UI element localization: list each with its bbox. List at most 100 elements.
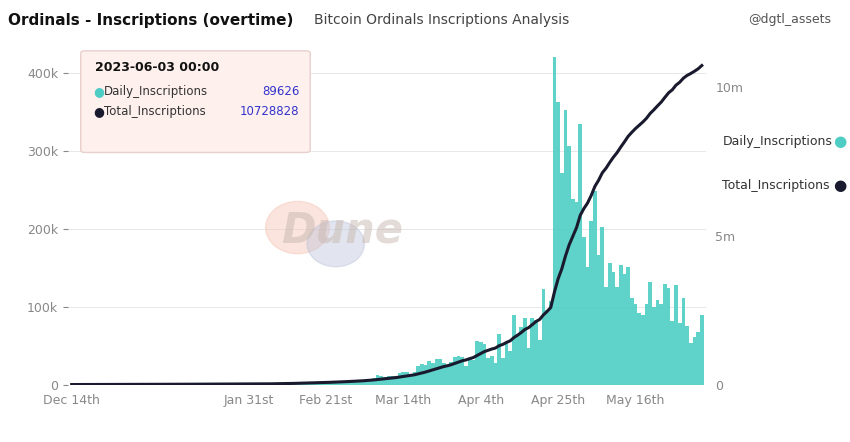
Bar xyxy=(479,342,483,385)
Bar xyxy=(512,315,516,385)
Text: 2023-06-03 00:00: 2023-06-03 00:00 xyxy=(95,61,219,74)
Bar xyxy=(663,284,666,385)
Bar xyxy=(298,383,302,385)
Ellipse shape xyxy=(307,221,365,267)
Bar xyxy=(379,376,383,385)
Bar xyxy=(626,267,630,385)
Bar xyxy=(674,286,677,385)
Bar xyxy=(361,380,365,385)
Bar xyxy=(615,287,619,385)
Bar xyxy=(611,271,615,385)
Bar xyxy=(445,367,450,385)
Bar xyxy=(538,339,541,385)
Text: Total_Inscriptions: Total_Inscriptions xyxy=(722,179,830,192)
Bar xyxy=(428,361,431,385)
Bar xyxy=(549,301,552,385)
Bar xyxy=(608,263,611,385)
Bar xyxy=(280,383,284,385)
Text: ●: ● xyxy=(833,134,847,149)
Bar xyxy=(254,384,258,385)
Bar xyxy=(641,315,644,385)
Bar xyxy=(394,377,398,385)
Bar xyxy=(552,55,556,385)
Bar xyxy=(365,379,368,385)
Bar xyxy=(390,376,394,385)
Bar xyxy=(545,310,549,385)
Bar xyxy=(483,343,486,385)
Bar xyxy=(346,381,350,385)
Bar xyxy=(251,384,254,385)
Bar xyxy=(412,372,416,385)
Text: @dgtl_assets: @dgtl_assets xyxy=(748,13,831,26)
Bar xyxy=(357,380,361,385)
Bar xyxy=(649,282,652,385)
Bar xyxy=(434,359,439,385)
Bar xyxy=(405,372,409,385)
Bar xyxy=(589,221,593,385)
Bar xyxy=(332,381,335,385)
Bar xyxy=(439,358,442,385)
Bar xyxy=(567,146,571,385)
Bar xyxy=(472,360,475,385)
Bar xyxy=(450,362,453,385)
Text: ●: ● xyxy=(94,85,105,98)
Bar xyxy=(420,364,423,385)
Bar xyxy=(530,318,534,385)
Bar xyxy=(442,363,445,385)
Text: Bitcoin Ordinals Inscriptions Analysis: Bitcoin Ordinals Inscriptions Analysis xyxy=(314,13,570,27)
Bar xyxy=(317,382,320,385)
Bar xyxy=(638,313,641,385)
Text: 10728828: 10728828 xyxy=(240,105,299,118)
Bar xyxy=(262,384,265,385)
Text: Ordinals - Inscriptions (overtime): Ordinals - Inscriptions (overtime) xyxy=(8,13,294,28)
Bar xyxy=(593,191,597,385)
Bar xyxy=(401,372,405,385)
Bar xyxy=(376,375,379,385)
Bar xyxy=(619,265,622,385)
Bar xyxy=(505,342,508,385)
Bar xyxy=(335,381,339,385)
Bar xyxy=(258,384,262,385)
Bar xyxy=(527,347,530,385)
Bar xyxy=(354,381,357,385)
Bar xyxy=(269,384,273,385)
Bar xyxy=(490,356,494,385)
Bar xyxy=(320,382,324,385)
Bar xyxy=(519,327,523,385)
Bar xyxy=(534,320,538,385)
Bar xyxy=(368,379,372,385)
Bar xyxy=(600,227,604,385)
Text: Daily_Inscriptions: Daily_Inscriptions xyxy=(104,85,207,98)
Bar xyxy=(655,300,660,385)
Bar xyxy=(295,382,298,385)
Bar xyxy=(666,288,671,385)
Bar xyxy=(276,384,280,385)
Bar xyxy=(597,255,600,385)
Text: ●: ● xyxy=(94,105,105,118)
Bar xyxy=(571,199,575,385)
Bar xyxy=(398,373,401,385)
Bar xyxy=(604,287,608,385)
Bar xyxy=(291,383,295,385)
Bar xyxy=(677,323,682,385)
Bar xyxy=(383,377,387,385)
Bar xyxy=(324,382,328,385)
Bar xyxy=(273,383,276,385)
Bar xyxy=(409,374,412,385)
Bar xyxy=(468,358,472,385)
Bar xyxy=(287,383,291,385)
Bar xyxy=(696,332,700,385)
Bar xyxy=(313,382,317,385)
Bar xyxy=(423,365,428,385)
Bar xyxy=(343,381,346,385)
Bar xyxy=(622,274,626,385)
Bar xyxy=(302,382,306,385)
Bar xyxy=(688,343,693,385)
Bar xyxy=(497,334,501,385)
Bar xyxy=(453,357,456,385)
Bar xyxy=(306,383,309,385)
Bar xyxy=(486,358,490,385)
Bar xyxy=(350,381,354,385)
Bar xyxy=(633,305,638,385)
Bar xyxy=(416,366,420,385)
